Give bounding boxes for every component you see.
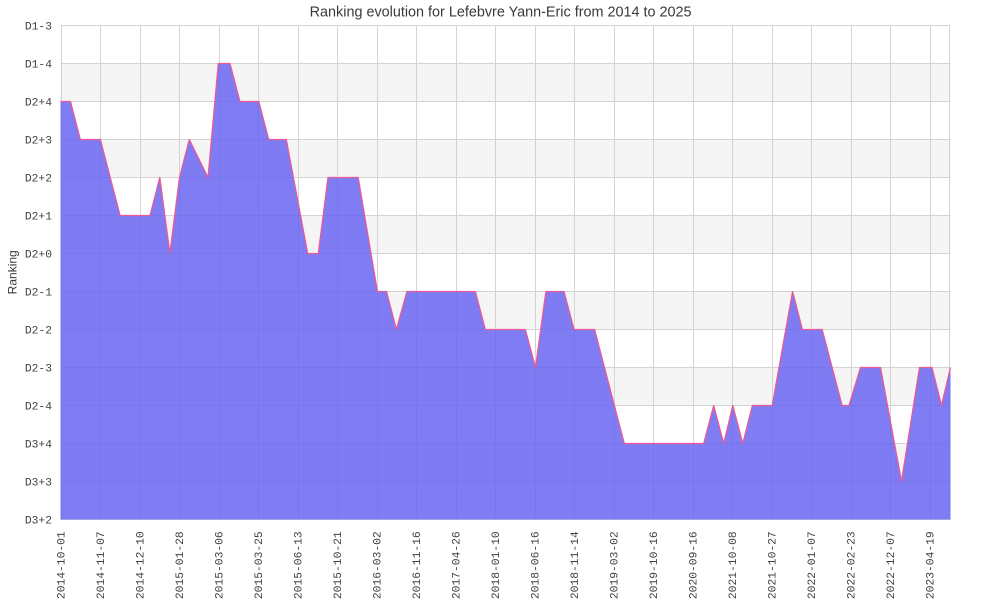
svg-text:2015-03-25: 2015-03-25 <box>254 531 266 599</box>
svg-text:D2-4: D2-4 <box>25 401 52 413</box>
svg-text:2018-01-10: 2018-01-10 <box>491 531 503 599</box>
svg-text:D3+4: D3+4 <box>25 439 52 451</box>
svg-text:D2+0: D2+0 <box>25 249 52 261</box>
svg-text:2021-10-27: 2021-10-27 <box>768 531 780 599</box>
svg-text:2023-04-19: 2023-04-19 <box>926 531 938 599</box>
svg-text:2018-11-14: 2018-11-14 <box>570 531 582 599</box>
svg-text:2015-03-06: 2015-03-06 <box>215 531 227 599</box>
svg-text:2021-10-08: 2021-10-08 <box>728 531 740 599</box>
svg-text:D3+2: D3+2 <box>25 515 52 527</box>
svg-text:2022-02-23: 2022-02-23 <box>847 531 859 599</box>
svg-text:2016-03-02: 2016-03-02 <box>373 531 385 599</box>
svg-text:D2+2: D2+2 <box>25 173 52 185</box>
svg-text:2020-09-16: 2020-09-16 <box>689 531 701 599</box>
svg-text:D3+3: D3+3 <box>25 477 52 489</box>
svg-text:2014-10-01: 2014-10-01 <box>57 531 69 599</box>
svg-text:2015-10-21: 2015-10-21 <box>333 531 345 599</box>
svg-text:D2+3: D2+3 <box>25 135 52 147</box>
svg-text:2022-01-07: 2022-01-07 <box>807 531 819 599</box>
svg-text:D2-2: D2-2 <box>25 325 52 337</box>
svg-text:2019-03-02: 2019-03-02 <box>610 531 622 599</box>
svg-text:D2+1: D2+1 <box>25 211 52 223</box>
svg-text:D2+4: D2+4 <box>25 97 52 109</box>
svg-text:D2-1: D2-1 <box>25 287 52 299</box>
svg-text:2015-01-28: 2015-01-28 <box>175 531 187 599</box>
svg-text:2014-12-10: 2014-12-10 <box>136 531 148 599</box>
svg-text:2014-11-07: 2014-11-07 <box>96 531 108 599</box>
svg-text:D1-4: D1-4 <box>25 59 52 71</box>
svg-text:2016-11-16: 2016-11-16 <box>412 531 424 599</box>
svg-text:2018-06-16: 2018-06-16 <box>531 531 543 599</box>
svg-text:D1-3: D1-3 <box>25 21 52 33</box>
svg-text:2022-12-07: 2022-12-07 <box>886 531 898 599</box>
svg-text:Ranking evolution for Lefebvre: Ranking evolution for Lefebvre Yann-Eric… <box>310 5 692 21</box>
svg-text:D2-3: D2-3 <box>25 363 52 375</box>
svg-text:2017-04-26: 2017-04-26 <box>452 531 464 599</box>
svg-text:Ranking: Ranking <box>6 250 20 294</box>
svg-text:2019-10-16: 2019-10-16 <box>649 531 661 599</box>
svg-text:2015-06-13: 2015-06-13 <box>294 531 306 599</box>
